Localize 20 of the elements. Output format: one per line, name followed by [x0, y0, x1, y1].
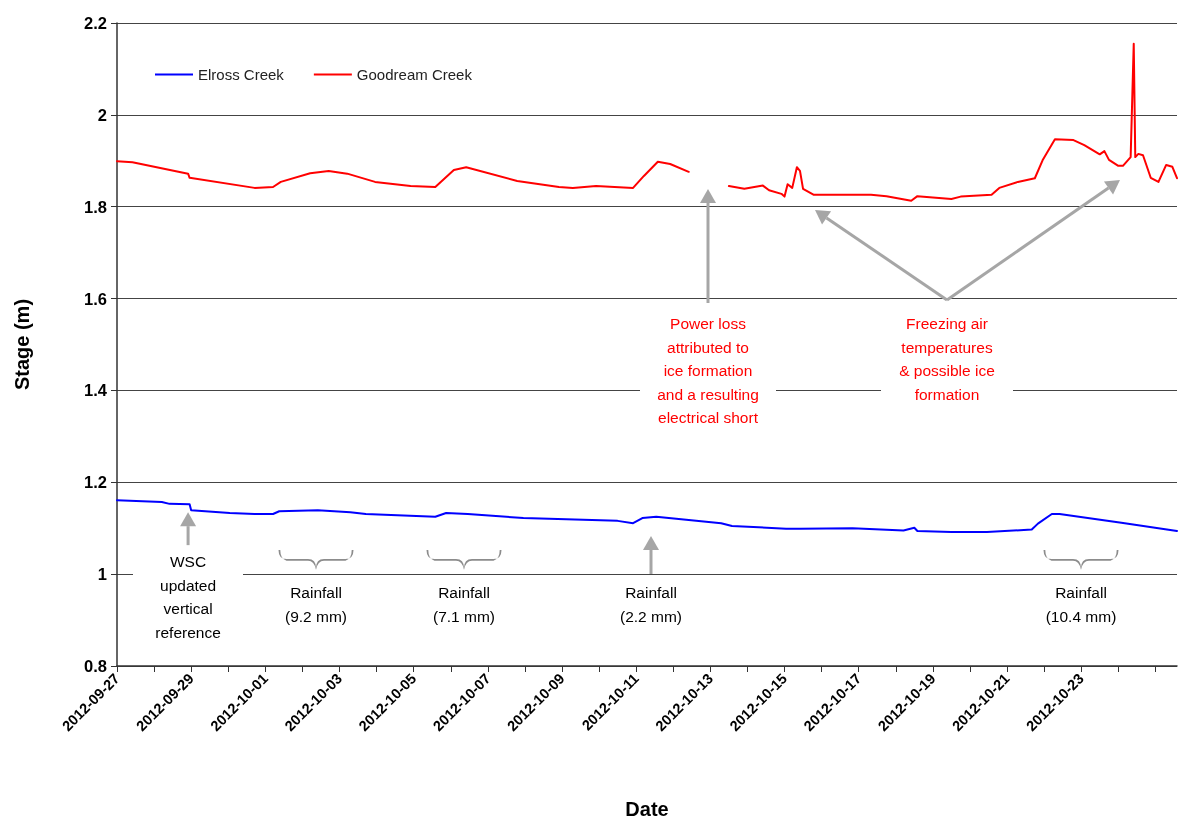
annotation: Rainfall (2.2 mm) [596, 581, 706, 628]
annotation: Rainfall (10.4 mm) [1021, 581, 1141, 628]
legend-label: Goodream Creek [356, 66, 473, 83]
annotation: Freezing air temperatures & possible ice formation [881, 312, 1013, 406]
annotation: Power loss attributed to ice formation and a resulting electrical short [640, 312, 776, 430]
legend-label: Elross Creek [198, 66, 285, 83]
y-tick-label: 2 [97, 105, 107, 124]
annotation: Rainfall (7.1 mm) [409, 581, 519, 628]
y-tick-label: 1.4 [84, 381, 108, 400]
line-series [116, 499, 1178, 533]
annotation: WSC updated vertical reference [133, 550, 244, 645]
y-tick-label: 1 [97, 565, 107, 584]
x-axis-title: Date [625, 798, 669, 820]
y-axis-title: Stage (m) [11, 298, 33, 391]
y-tick-label: 1.6 [84, 289, 107, 308]
annotation: Rainfall (9.2 mm) [261, 581, 371, 628]
y-tick-label: 1.8 [84, 197, 107, 216]
y-tick-label: 2.2 [84, 14, 107, 32]
y-tick-label: 0.8 [84, 657, 107, 675]
y-tick-label: 1.2 [84, 473, 107, 492]
